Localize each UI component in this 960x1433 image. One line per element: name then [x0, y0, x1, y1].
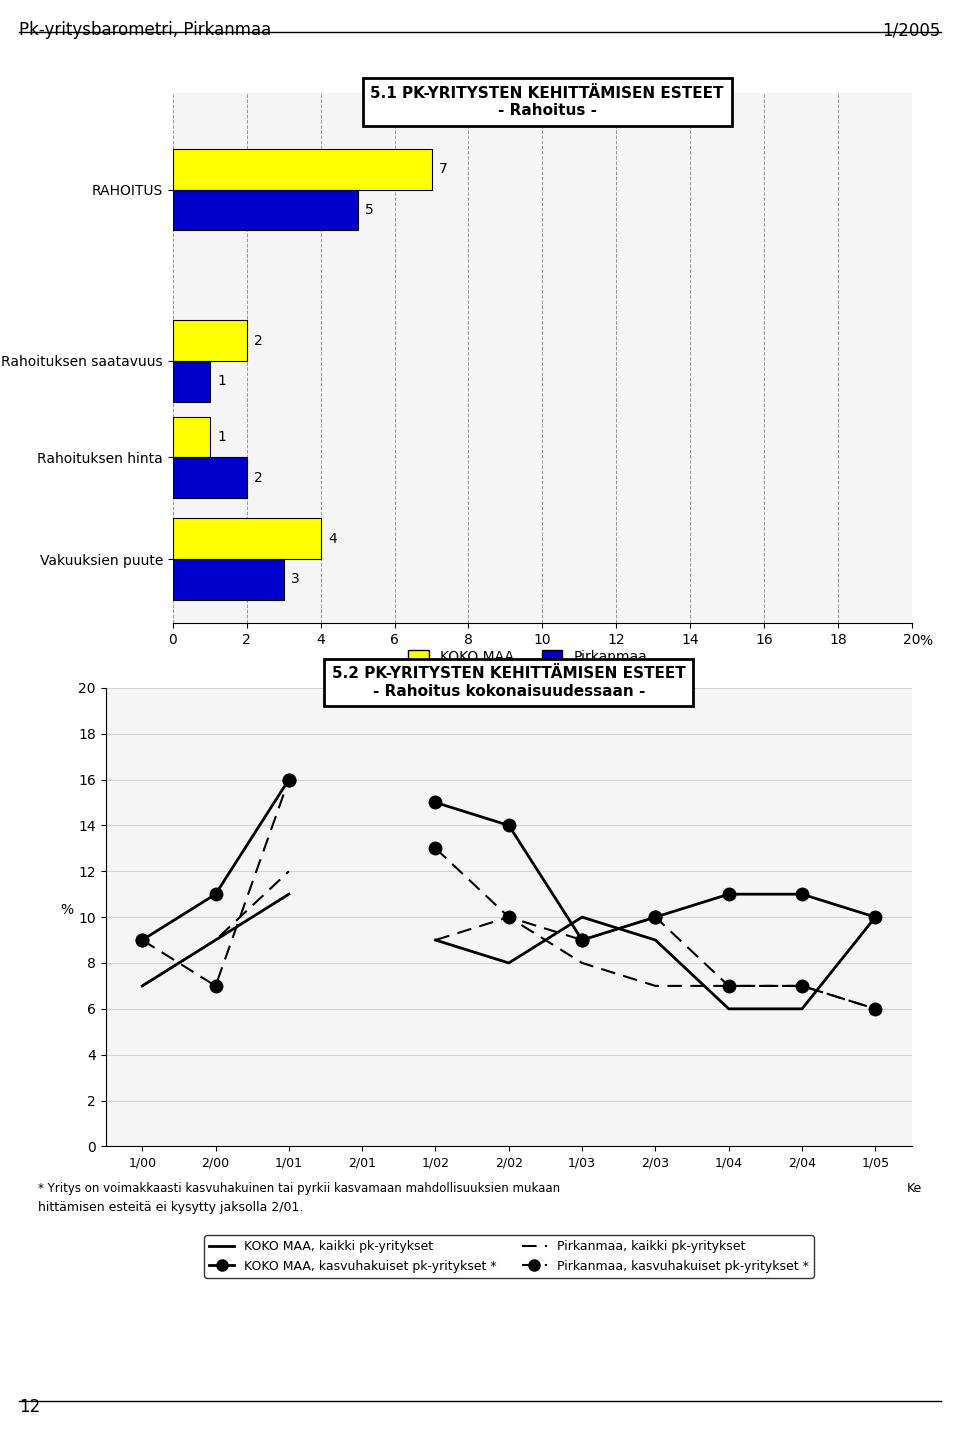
Text: %: %	[920, 633, 932, 648]
Text: 1/2005: 1/2005	[882, 21, 941, 40]
Bar	[173, 189, 357, 231]
Text: hittämisen esteitä ei kysytty jaksolla 2/01.: hittämisen esteitä ei kysytty jaksolla 2…	[38, 1201, 303, 1214]
Text: 1: 1	[217, 430, 226, 444]
Legend: KOKO MAA, Pirkanmaa: KOKO MAA, Pirkanmaa	[402, 645, 653, 669]
Text: 3: 3	[291, 572, 300, 586]
Y-axis label: %: %	[60, 903, 74, 917]
Text: * Yritys on voimakkaasti kasvuhakuinen tai pyrkii kasvamaan mahdollisuuksien muk: * Yritys on voimakkaasti kasvuhakuinen t…	[38, 1182, 561, 1195]
Legend: KOKO MAA, kaikki pk-yritykset, KOKO MAA, kasvuhakuiset pk-yritykset *, Pirkanmaa: KOKO MAA, kaikki pk-yritykset, KOKO MAA,…	[204, 1235, 813, 1278]
Bar	[173, 320, 247, 361]
Text: 2: 2	[254, 470, 263, 484]
Text: 1: 1	[217, 374, 226, 388]
Text: 2: 2	[254, 334, 263, 348]
Text: 4: 4	[328, 532, 337, 546]
Bar	[173, 559, 283, 600]
Text: Pk-yritysbarometri, Pirkanmaa: Pk-yritysbarometri, Pirkanmaa	[19, 21, 272, 40]
Text: 5: 5	[365, 203, 373, 216]
Text: 5.2 PK-YRITYSTEN KEHITTÄMISEN ESTEET
- Rahoitus kokonaisuudessaan -: 5.2 PK-YRITYSTEN KEHITTÄMISEN ESTEET - R…	[332, 666, 685, 699]
Bar	[173, 149, 431, 189]
Text: 7: 7	[439, 162, 447, 176]
Bar	[173, 519, 321, 559]
Bar	[173, 361, 209, 401]
Bar	[173, 417, 209, 457]
Bar	[173, 457, 247, 499]
Text: Ke: Ke	[906, 1182, 922, 1195]
Text: 12: 12	[19, 1397, 40, 1416]
Text: 5.1 PK-YRITYSTEN KEHITTÄMISEN ESTEET
- Rahoitus -: 5.1 PK-YRITYSTEN KEHITTÄMISEN ESTEET - R…	[371, 86, 724, 119]
